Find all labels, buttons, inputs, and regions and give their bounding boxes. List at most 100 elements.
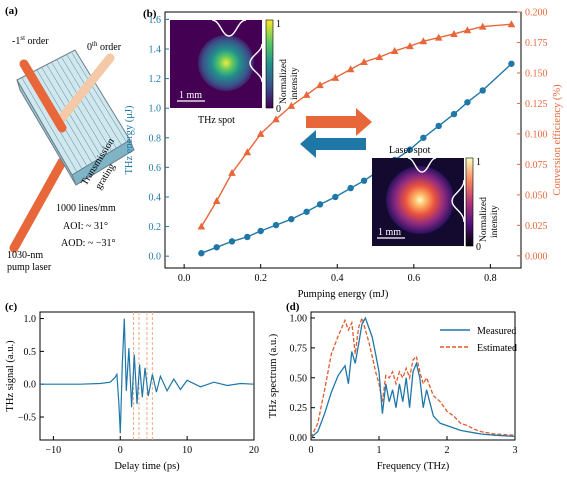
thz-energy-point <box>347 184 354 192</box>
thz-spot-title: THz spot <box>198 115 235 126</box>
conversion-efficiency-point <box>390 47 399 55</box>
panel-c-curve <box>40 318 255 434</box>
thz-energy-point <box>464 99 471 106</box>
zeroth-order-label: 0th order <box>87 40 122 53</box>
panel-b-y-tick-label-right: 0.100 <box>525 129 548 140</box>
conversion-efficiency-point <box>346 65 355 73</box>
panel-b-x-tick-label: 0.2 <box>254 273 267 284</box>
panel-c-x-label: Delay time (ps) <box>114 461 180 472</box>
panel-d-legend: Measured Estimated <box>440 326 517 354</box>
panel-b-y-tick-label-left: 1.4 <box>149 44 162 55</box>
thz-spot-profile-x <box>211 19 247 37</box>
panel-d-x-tick-label: 0 <box>309 445 314 456</box>
conversion-efficiency-point <box>302 90 311 98</box>
panel-b-y-tick-label-right: 0.125 <box>525 99 548 110</box>
panel-d-y-label: THz spectrum (a.u.) <box>268 333 279 418</box>
panel-d-curves <box>310 315 516 439</box>
laser-colorbar-label-1: Normalized <box>479 197 489 242</box>
panel-d-y-tick-label: 0.25 <box>290 403 308 414</box>
estimated-spectrum-line <box>310 315 516 438</box>
panel-c-x-tick-label: 20 <box>249 445 259 456</box>
conversion-efficiency-point <box>197 222 206 230</box>
left-arrow <box>300 130 366 158</box>
thz-energy-point <box>435 122 442 130</box>
thz-energy-point <box>360 177 368 184</box>
panel-c-y-label: THz signal (a.u.) <box>5 340 16 412</box>
panel-b-y-tick-label-left: 0.0 <box>149 252 162 263</box>
conversion-efficiency-point <box>419 37 428 45</box>
panel-c-y-tick-label: −0.5 <box>18 413 36 424</box>
thz-scale-label: 1 mm <box>179 90 202 101</box>
inset-laser-spot: Laser spot 1 mm 1 0 Normalized intensity <box>372 145 500 253</box>
conversion-efficiency-point <box>463 26 472 34</box>
laser-colorbar-top: 1 <box>476 157 481 168</box>
thz-energy-point <box>244 233 251 241</box>
conversion-efficiency-point <box>243 148 252 156</box>
panel-c-x-tick-label: 10 <box>182 445 192 456</box>
inset-thz-spot: 1 mm THz spot 1 0 Normalized intensity <box>170 19 300 126</box>
panel-b-y-tick-label-left: 1.6 <box>149 15 162 26</box>
panel-c: (c) −10 0 10 20 −0.5 0.0 0.5 1.0 Delay time (p… <box>5 301 259 472</box>
panel-c-x-ticks: −10 0 10 20 <box>46 436 259 456</box>
panel-b-y-tick-label-right: 0.175 <box>525 38 548 49</box>
panel-b-y-tick-label-right: 0.200 <box>525 8 548 19</box>
thz-energy-point <box>316 201 324 208</box>
pump-label-line2: pump laser <box>7 262 52 273</box>
thz-signal-trace <box>40 318 255 434</box>
panel-d-y-ticks: 0.00 0.25 0.50 0.75 1.00 <box>290 313 315 444</box>
panel-d-x-tick-label: 1 <box>377 445 382 456</box>
panel-d-x-tick-label: 2 <box>445 445 450 456</box>
panel-d-x-label: Frequency (THz) <box>377 461 450 472</box>
thz-energy-point <box>288 215 295 223</box>
laser-colorbar-label-2: intensity <box>490 205 500 238</box>
panel-b-x-tick-label: 0.8 <box>484 273 497 284</box>
panel-c-y-tick-label: 0.5 <box>24 347 37 358</box>
conversion-efficiency-point <box>360 57 368 65</box>
panel-d-y-tick-label: 0.00 <box>290 433 308 444</box>
lines-per-mm-label: 1000 lines/mm <box>56 203 116 214</box>
conversion-efficiency-point <box>450 29 458 37</box>
panel-b-x-tick-label: 0.6 <box>408 273 421 284</box>
panel-d-y-tick-label: 0.50 <box>290 373 308 384</box>
thz-energy-point <box>450 110 458 118</box>
panel-b-axes-frame <box>164 11 522 269</box>
panel-b-x-tick-label: 0.0 <box>178 273 191 284</box>
panel-d-y-tick-label: 0.75 <box>290 343 308 354</box>
panel-b-y-tick-label-right: 0.075 <box>525 160 548 171</box>
thz-energy-point <box>257 227 264 235</box>
conversion-efficiency-point <box>434 33 443 41</box>
panel-c-y-tick-label: 1.0 <box>24 314 37 325</box>
thz-energy-point <box>303 208 310 215</box>
thz-energy-point <box>332 193 339 201</box>
laser-spot-title: Laser spot <box>389 145 431 156</box>
panel-a: (a) -1st order 0th order Transmission gr… <box>5 5 135 273</box>
panel-b-x-tick-label: 0.4 <box>331 273 344 284</box>
laser-colorbar-bottom: 0 <box>476 242 481 253</box>
conversion-efficiency-point <box>478 22 487 30</box>
thz-energy-point <box>198 250 205 257</box>
laser-spot-profile-x <box>407 157 437 173</box>
thz-spot-beam <box>198 35 254 91</box>
measured-spectrum-line <box>310 316 516 439</box>
thz-energy-point <box>228 238 236 245</box>
conversion-efficiency-point <box>228 168 236 176</box>
conversion-efficiency-point <box>316 81 324 89</box>
conversion-efficiency-point <box>212 196 221 204</box>
panel-b: (b) 0.0 0.2 0.4 0.6 0.8 0.0 0.2 0.4 0.6 0.8 1.0 1.… <box>124 8 563 301</box>
conversion-efficiency-point <box>507 20 516 28</box>
laser-scale-label: 1 mm <box>378 227 401 238</box>
panel-b-y-tick-label-left: 0.6 <box>149 163 162 174</box>
conversion-efficiency-point <box>272 115 280 123</box>
panel-b-y-tick-label-right: 0.050 <box>525 190 548 201</box>
pump-beam <box>9 157 67 253</box>
thz-energy-point <box>213 244 220 251</box>
panel-b-y-tick-label-right: 0.000 <box>525 251 548 262</box>
thz-energy-point <box>272 221 280 229</box>
laser-colorbar <box>465 157 474 247</box>
panel-c-y-tick-label: 0.0 <box>24 380 37 391</box>
pump-label-line1: 1030-nm <box>7 250 43 261</box>
thz-colorbar-top: 1 <box>276 19 281 30</box>
right-arrow <box>306 108 372 136</box>
panel-d-tag: (d) <box>286 301 300 313</box>
